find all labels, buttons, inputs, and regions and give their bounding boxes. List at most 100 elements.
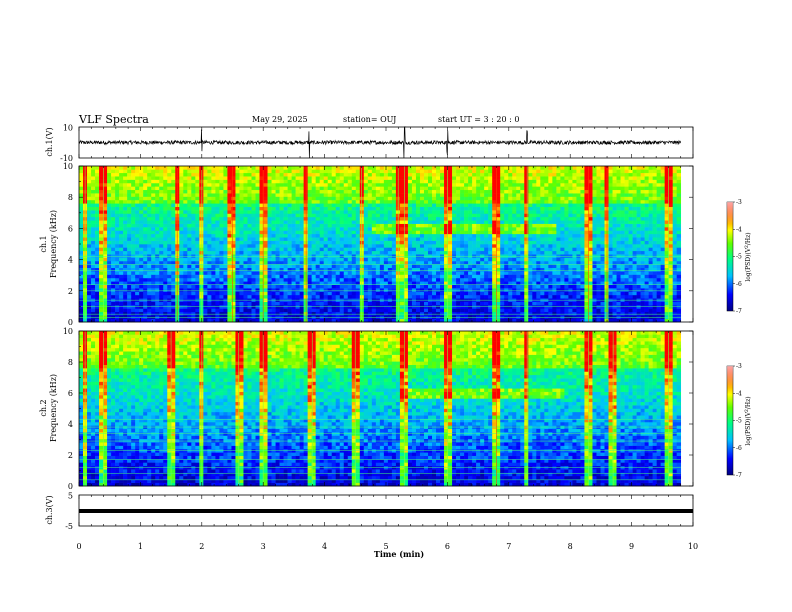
spectrogram-cell [151,301,156,306]
spectrogram-cell [155,250,160,255]
spectrogram-cell [428,227,433,231]
spectrogram-cell [347,240,353,245]
spectrogram-cell [464,277,469,282]
spectrogram-cell [131,216,136,221]
spectrogram-cell [432,257,437,262]
spectrogram-cell [428,240,433,245]
spectrogram-cell [375,166,381,170]
spectrogram-cell [275,220,280,224]
spectrogram-cell [363,172,369,177]
spectrogram-cell [319,244,324,248]
spectrogram-cell [428,305,433,309]
spectrogram-cell [403,223,409,228]
spectrogram-cell [163,210,168,214]
spectrogram-cell [319,206,324,211]
spectrogram-cell [115,237,120,241]
spectrogram-cell [367,250,373,255]
spectrogram-cell [319,250,324,255]
spectrogram-cell [343,206,349,211]
spectrogram-cell [191,301,196,306]
spectrogram-cell [419,260,425,265]
spectrogram-cell [391,220,397,224]
spectrogram-cell [135,311,140,316]
spectrogram-cell [307,271,312,275]
spectrogram-cell [179,176,184,180]
spectrogram-cell [163,305,168,309]
spectrogram-cell [432,227,437,231]
spectrogram-cell [211,288,216,292]
spectrogram-cell [191,244,196,248]
spectrogram-cell [243,186,248,191]
spectrogram-cell [283,294,288,299]
spectrogram-cell [492,311,497,316]
spectrogram-cell [183,318,188,323]
spectrogram-cell [448,308,453,313]
spectrogram-cell [147,223,152,228]
spectrogram-cell [119,210,124,214]
spectrogram-cell [79,220,84,224]
spectrogram-cell [315,182,320,187]
spectrogram-cell [251,213,256,218]
spectrogram-cell [444,169,449,174]
spectrogram-cell [91,318,96,323]
spectrogram-cell [131,254,136,258]
spectrogram-cell [339,186,345,191]
spectrogram-cell [183,291,188,296]
spectrogram-cell [195,294,200,299]
spectrogram-cell [127,311,132,316]
spectrogram-cell [87,186,92,191]
spectrogram-cell [187,288,192,292]
spectrogram-cell [339,166,345,170]
spectrogram-cell [480,196,485,201]
spectrogram-cell [335,271,341,275]
spectrogram-cell [283,182,288,187]
spectrogram-cell [355,186,361,191]
spectrogram-cell [79,318,84,323]
spectrogram-cell [91,172,96,177]
spectrogram-cell [327,254,333,258]
spectrogram-cell [444,318,449,323]
spectrogram-cell [335,240,341,245]
spectrogram-cell [119,301,124,306]
spectrogram-cell [448,291,453,296]
spectrogram-cell [436,182,441,187]
spectrogram-cell [247,260,252,265]
spectrogram-cell [79,213,84,218]
spectrogram-cell [415,196,421,201]
spectrogram-cell [488,210,493,214]
spectrogram-cell [484,189,489,194]
spectrogram-cell [283,179,288,184]
spectrogram-cell [79,277,84,282]
spectrogram-cell [411,166,417,170]
spectrogram-cell [327,308,333,313]
spectrogram-cell [131,172,136,177]
spectrogram-cell [307,193,312,197]
spectrogram-cell [123,203,128,207]
spectrogram-cell [468,193,473,197]
spectrogram-cell [103,264,108,269]
spectrogram-cell [187,179,192,184]
spectrogram-cell [391,186,397,191]
spectrogram-cell [259,237,264,241]
spectrogram-cell [387,250,393,255]
spectrogram-cell [387,166,393,170]
spectrogram-cell [111,223,116,228]
spectrogram-cell [123,301,128,306]
spectrogram-cell [460,244,465,248]
spectrogram-cell [231,216,236,221]
spectrogram-cell [115,294,120,299]
spectrogram-cell [179,244,184,248]
spectrogram-cell [231,267,236,272]
spectrogram-cell [492,291,497,296]
spectrogram-cell [91,271,96,275]
spectrogram-cell [488,264,493,269]
spectrogram-cell [359,240,365,245]
spectrogram-cell [263,233,268,238]
spectrogram-cell [151,271,156,275]
spectrogram-cell [231,203,236,207]
spectrogram-cell [143,199,148,204]
spectrogram-cell [367,166,373,170]
spectrogram-cell [259,199,264,204]
spectrogram-cell [295,186,300,191]
spectrogram-cell [363,216,369,221]
